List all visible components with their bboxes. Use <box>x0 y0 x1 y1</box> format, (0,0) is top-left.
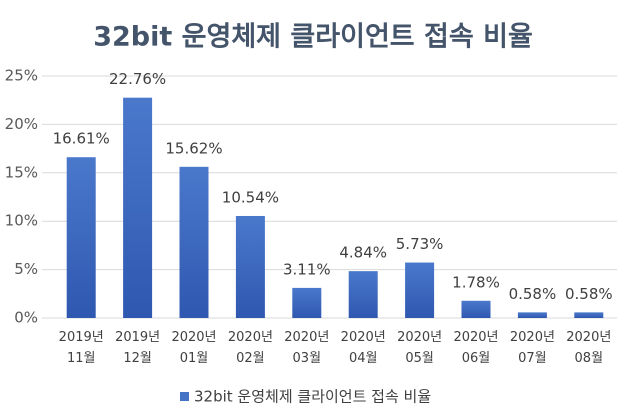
bar <box>405 262 435 318</box>
bar <box>179 166 209 318</box>
y-tick-label: 10% <box>5 212 38 230</box>
bar <box>292 287 322 318</box>
value-label: 4.84% <box>339 244 387 262</box>
legend-label: 32bit 운영체제 클라이언트 접속 비율 <box>194 388 431 406</box>
bar <box>461 300 491 318</box>
value-label: 15.62% <box>165 139 222 157</box>
x-tick-label: 2020년 05월 <box>397 330 442 366</box>
y-tick-label: 0% <box>14 309 38 327</box>
value-label: 0.58% <box>509 285 557 303</box>
value-label: 5.73% <box>396 235 444 253</box>
legend-swatch <box>180 392 189 401</box>
y-tick-label: 25% <box>5 67 38 85</box>
value-label: 16.61% <box>53 130 110 148</box>
x-tick-label: 2019년 11월 <box>59 330 104 366</box>
x-tick-label: 2019년 12월 <box>115 330 160 366</box>
x-tick-label: 2020년 02월 <box>228 330 273 366</box>
bar <box>348 271 378 318</box>
x-tick-label: 2020년 04월 <box>341 330 386 366</box>
x-tick-label: 2020년 08월 <box>566 330 611 366</box>
bar <box>517 312 547 318</box>
x-tick-label: 2020년 01월 <box>171 330 216 366</box>
y-tick-label: 15% <box>5 163 38 181</box>
y-tick-label: 20% <box>5 115 38 133</box>
bar <box>66 157 96 318</box>
value-label: 3.11% <box>283 260 331 278</box>
value-label: 1.78% <box>452 273 500 291</box>
x-tick-label: 2020년 07월 <box>510 330 555 366</box>
bar <box>235 215 265 318</box>
y-tick-label: 5% <box>14 260 38 278</box>
value-label: 22.76% <box>109 70 166 88</box>
bar <box>123 97 153 318</box>
x-tick-label: 2020년 03월 <box>284 330 329 366</box>
value-label: 0.58% <box>565 285 613 303</box>
chart-title: 32bit 운영체제 클라이언트 접속 비율 <box>93 22 533 53</box>
value-label: 10.54% <box>222 188 279 206</box>
bar <box>574 312 604 318</box>
x-tick-label: 2020년 06월 <box>453 330 498 366</box>
